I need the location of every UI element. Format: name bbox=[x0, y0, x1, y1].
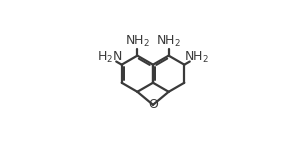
Text: H$_2$N: H$_2$N bbox=[97, 50, 122, 65]
Text: NH$_2$: NH$_2$ bbox=[156, 34, 181, 49]
Text: NH$_2$: NH$_2$ bbox=[184, 50, 209, 65]
Text: NH$_2$: NH$_2$ bbox=[125, 34, 150, 49]
Text: O: O bbox=[148, 98, 158, 111]
